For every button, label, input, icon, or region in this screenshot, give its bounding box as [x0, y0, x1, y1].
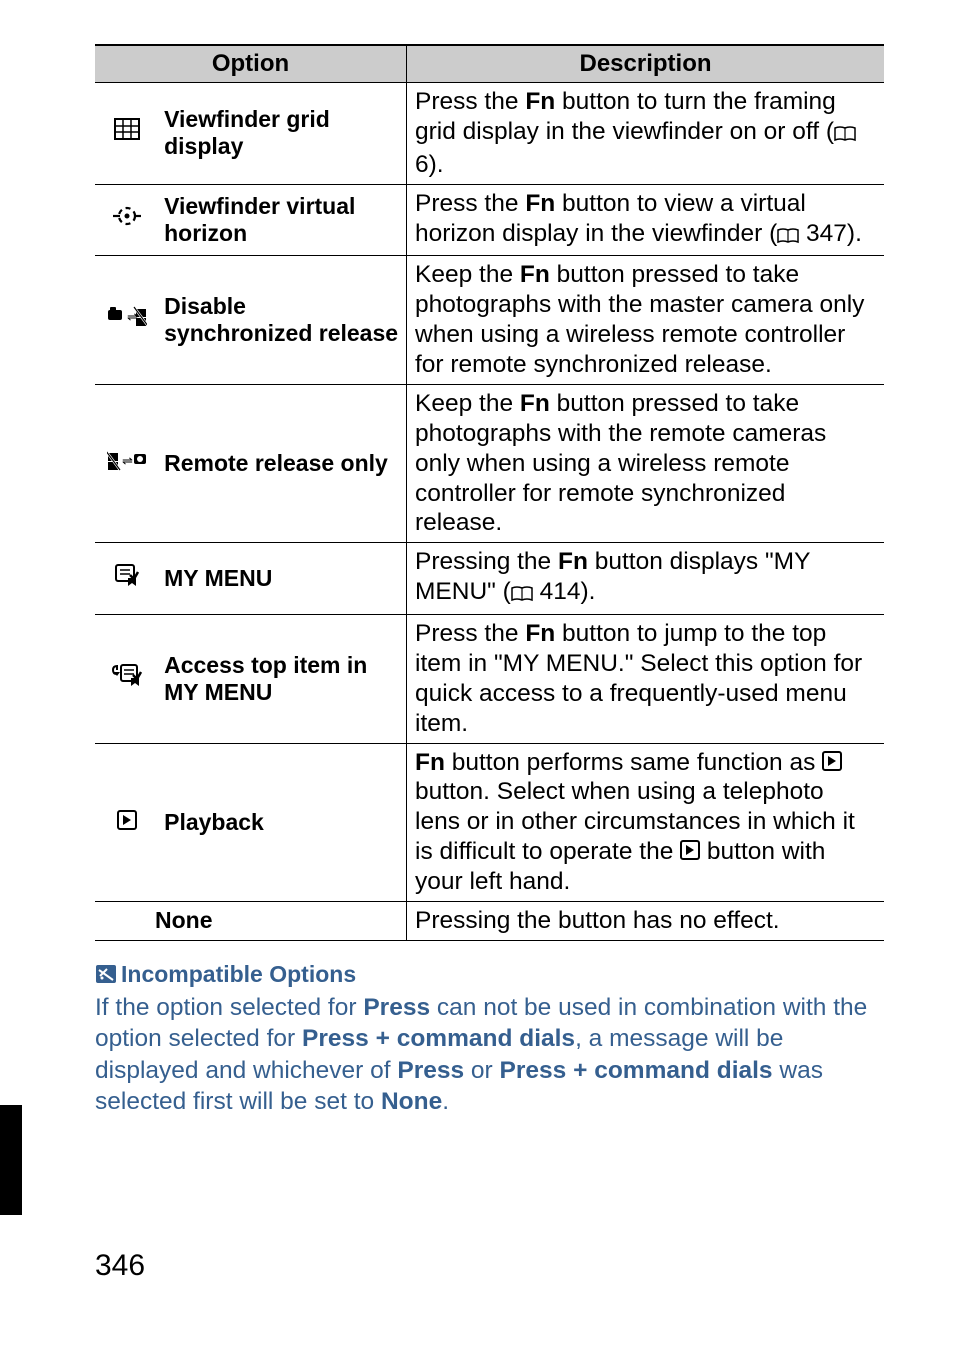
option-description: Fn button performs same function as butt…: [407, 743, 885, 901]
page-ref: 347).: [799, 220, 862, 247]
svg-text:⇌: ⇌: [122, 453, 133, 468]
note-text: .: [442, 1088, 449, 1115]
desc-text: Press the: [415, 190, 525, 217]
side-tab: [0, 1105, 22, 1215]
note-bold: Press + command dials: [500, 1057, 773, 1084]
note-bold: Press + command dials: [302, 1025, 575, 1052]
fn-label: Fn: [525, 190, 555, 217]
option-name: Viewfinder virtual horizon: [158, 184, 406, 256]
fn-label: Fn: [525, 620, 555, 647]
header-option: Option: [95, 45, 407, 83]
fn-label: Fn: [525, 88, 555, 115]
page-ref-icon: [834, 120, 856, 150]
option-name: Playback: [158, 743, 406, 901]
page-ref-icon: [511, 580, 533, 610]
option-description: Press the Fn button to view a virtual ho…: [407, 184, 885, 256]
incompatible-options-note: Incompatible Options If the option selec…: [95, 959, 884, 1118]
desc-text: Keep the: [415, 261, 520, 288]
table-row: Access top item in MY MENU Press the Fn …: [95, 615, 884, 744]
note-text: or: [464, 1057, 499, 1084]
my-menu-icon: [95, 543, 158, 615]
page-ref: 6).: [415, 151, 444, 178]
options-table: Option Description Viewfinder grid displ…: [95, 44, 884, 941]
option-name: Viewfinder grid display: [158, 83, 406, 185]
fn-label: Fn: [558, 548, 588, 575]
note-bold: Press: [397, 1057, 464, 1084]
desc-text: Press the: [415, 620, 525, 647]
desc-text: Press the: [415, 88, 525, 115]
table-row: ⇌ Remote release only Keep the Fn button…: [95, 384, 884, 542]
disable-sync-icon: ⇌: [95, 256, 158, 385]
fn-label: Fn: [520, 390, 550, 417]
table-row: None Pressing the button has no effect.: [95, 901, 884, 940]
grid-icon: [95, 83, 158, 185]
option-description: Pressing the button has no effect.: [407, 901, 885, 940]
note-icon: [95, 961, 117, 992]
option-name: Disable synchronized release: [158, 256, 406, 385]
note-bold: None: [381, 1088, 442, 1115]
play-icon: [822, 751, 842, 771]
table-row: MY MENU Pressing the Fn button displays …: [95, 543, 884, 615]
note-title: Incompatible Options: [121, 961, 356, 987]
option-description: Keep the Fn button pressed to take photo…: [407, 384, 885, 542]
header-description: Description: [407, 45, 885, 83]
table-row: Viewfinder grid display Press the Fn but…: [95, 83, 884, 185]
option-description: Pressing the Fn button displays "MY MENU…: [407, 543, 885, 615]
play-icon: [680, 840, 700, 860]
option-name: Access top item in MY MENU: [158, 615, 406, 744]
page-ref: 414).: [533, 578, 596, 605]
table-header-row: Option Description: [95, 45, 884, 83]
page-number: 346: [95, 1249, 145, 1283]
table-row: Viewfinder virtual horizon Press the Fn …: [95, 184, 884, 256]
fn-label: Fn: [520, 261, 550, 288]
desc-text: button performs same function as: [445, 749, 822, 776]
table-row: ⇌ Disable synchronized release Keep the …: [95, 256, 884, 385]
note-text: If the option selected for: [95, 994, 363, 1021]
option-description: Press the Fn button to jump to the top i…: [407, 615, 885, 744]
desc-text: Keep the: [415, 390, 520, 417]
horizon-icon: [95, 184, 158, 256]
option-name: Remote release only: [158, 384, 406, 542]
option-name: None: [95, 901, 407, 940]
desc-text: Pressing the: [415, 548, 558, 575]
option-name: MY MENU: [158, 543, 406, 615]
note-bold: Press: [363, 994, 430, 1021]
playback-icon: [95, 743, 158, 901]
option-description: Press the Fn button to turn the framing …: [407, 83, 885, 185]
page: Option Description Viewfinder grid displ…: [0, 0, 954, 1345]
page-ref-icon: [777, 222, 799, 252]
table-row: Playback Fn button performs same functio…: [95, 743, 884, 901]
access-top-icon: [95, 615, 158, 744]
remote-only-icon: ⇌: [95, 384, 158, 542]
option-description: Keep the Fn button pressed to take photo…: [407, 256, 885, 385]
fn-label: Fn: [415, 749, 445, 776]
